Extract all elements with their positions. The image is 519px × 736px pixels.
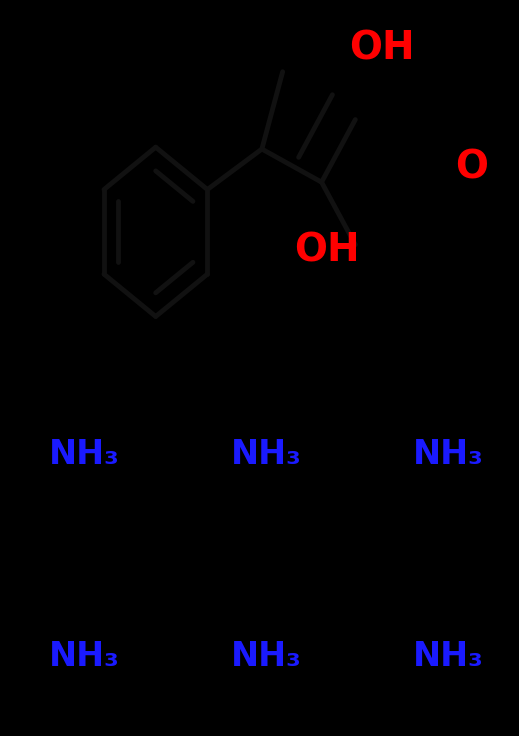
Text: NH₃: NH₃: [231, 439, 302, 471]
Text: OH: OH: [349, 29, 414, 68]
Text: NH₃: NH₃: [231, 640, 302, 673]
Text: OH: OH: [294, 231, 360, 269]
Text: NH₃: NH₃: [413, 439, 483, 471]
Text: NH₃: NH₃: [49, 640, 120, 673]
Text: NH₃: NH₃: [49, 439, 120, 471]
Text: NH₃: NH₃: [413, 640, 483, 673]
Text: O: O: [455, 148, 488, 186]
